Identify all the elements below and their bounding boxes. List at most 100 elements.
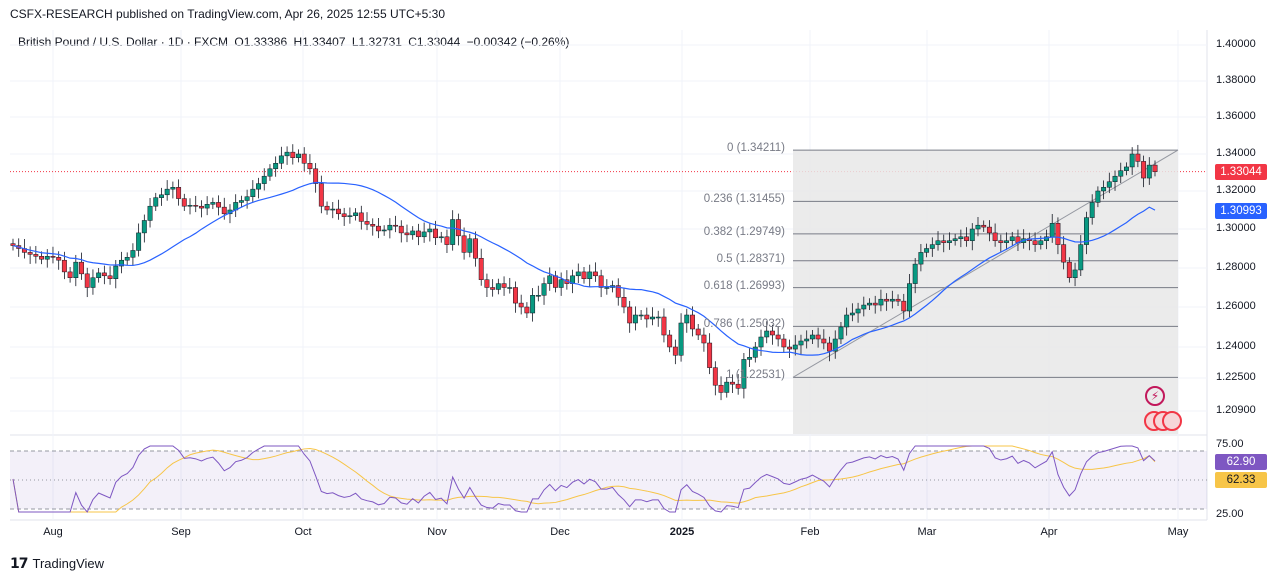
candle-body [684,314,690,324]
candle [84,267,90,298]
candle [747,348,753,368]
rsi-pane [10,445,1207,513]
candle [119,251,124,274]
candle [878,289,884,312]
fib-trend-line [792,149,1179,378]
candle [233,194,239,218]
candle [1135,144,1141,168]
candle [975,217,981,237]
candle [387,218,393,239]
candle-body [558,279,564,288]
candle [678,313,684,362]
candle [410,226,416,240]
candle [33,245,39,264]
candle-body [952,238,958,241]
candle-body [775,334,781,340]
candle-body [398,225,404,234]
candle [730,374,735,394]
candle [461,227,467,260]
candle-body [1038,240,1044,245]
candle [358,205,364,230]
rsi-ma-tag: 62.33 [1215,472,1267,488]
candle [769,324,775,345]
candle-body [867,302,872,306]
candle-body [164,188,170,196]
candle [96,268,102,283]
candle [90,269,96,295]
candle [884,293,890,311]
candle-body [758,336,764,348]
candle [1124,162,1129,176]
price-tick-label: 1.24000 [1216,340,1256,352]
candle-body [455,219,461,237]
candle [1009,231,1015,246]
candle [998,234,1004,253]
candle [684,308,690,333]
candle [141,214,147,243]
candle [598,269,604,298]
candle [159,187,164,206]
candle [261,168,267,191]
candle-body [141,220,147,234]
candle [621,287,627,314]
candle [712,361,718,396]
rsi-band [10,451,1207,509]
candle [581,267,587,284]
candle [1112,170,1118,191]
price-tick-label: 1.26000 [1216,300,1256,312]
candle [444,229,450,253]
tradingview-logo-icon: 𝟭𝟳 [10,555,29,571]
candle [450,210,456,251]
candle-body [1152,164,1158,173]
candle [290,144,296,165]
candle [296,149,301,163]
fib-zone [793,150,1178,434]
candle [735,374,741,395]
candle-body [307,163,313,170]
candle-body [244,196,250,201]
tradingview-footer[interactable]: 𝟭𝟳 TradingView [10,555,104,572]
candle-body [547,275,553,284]
candle-body [153,197,159,207]
candle [130,243,136,266]
candle-body [621,297,627,308]
candle-body [1084,217,1089,245]
candle-body [336,208,341,215]
candle [501,276,507,296]
candle-body [404,232,410,236]
currency-flags-icon[interactable] [1144,411,1190,433]
candle [872,295,878,314]
candle [484,273,490,298]
candle-body [370,224,376,227]
candle-body [604,287,610,289]
candle [986,220,992,242]
candle-body [872,302,878,306]
price-tick-label: 1.40000 [1216,38,1256,50]
candle [27,246,33,264]
candle [370,218,376,236]
candle-body [250,188,256,197]
candle [638,310,644,320]
candle [113,260,119,289]
lightning-icon[interactable]: ⚡ [1145,386,1165,406]
candle [1084,211,1089,255]
candle-body [107,275,113,279]
candle [632,306,638,331]
candle [307,154,313,175]
candle [318,175,324,214]
candle [804,330,810,349]
candle-body [986,226,992,234]
candle-body [210,202,216,205]
candle [827,336,832,362]
time-tick-label: Oct [294,526,312,538]
candle [1055,217,1061,255]
candle-body [444,236,450,245]
candle-body [844,314,850,328]
candle-body [50,256,56,258]
candle [375,217,381,239]
rsi-axis-bottom: 25.00 [1216,508,1244,520]
candle [832,330,838,359]
candle-body [632,314,638,324]
candle-body [798,340,804,346]
